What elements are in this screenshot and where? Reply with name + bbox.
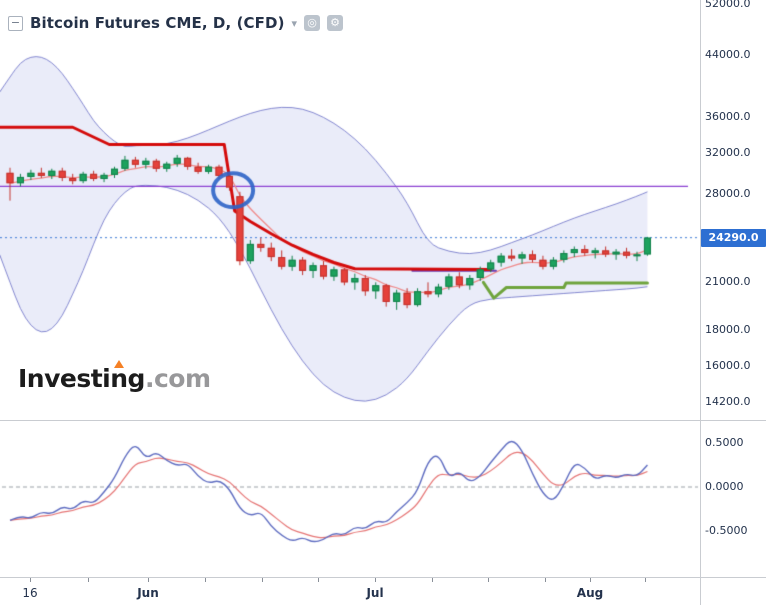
price-axis-label: 52000.0	[705, 0, 751, 10]
time-axis-label: Aug	[576, 586, 604, 600]
oscillator-panel	[0, 420, 700, 577]
chevron-down-icon[interactable]: ▾	[291, 16, 298, 30]
settings-gear-icon[interactable]: ⚙	[327, 15, 344, 31]
time-axis-tick	[375, 578, 376, 582]
time-axis-label: 16	[22, 586, 38, 600]
panel-separator	[0, 420, 766, 421]
chart-title: Bitcoin Futures CME, D, (CFD)	[30, 14, 285, 32]
main-price-panel: − Bitcoin Futures CME, D, (CFD) ▾ ◎ ⚙ In…	[0, 0, 700, 420]
time-axis-separator	[0, 577, 766, 578]
last-price-badge: 24290.0	[701, 228, 766, 247]
logo-com-text: .com	[144, 364, 211, 393]
time-axis-tick	[488, 578, 489, 582]
time-axis-tick	[432, 578, 433, 582]
chart-titlebar: − Bitcoin Futures CME, D, (CFD) ▾ ◎ ⚙	[8, 14, 344, 32]
oscillator-axis-label: 0.5000	[705, 436, 744, 449]
price-axis-label: 32000.0	[705, 145, 751, 159]
price-axis-label: 44000.0	[705, 48, 751, 62]
oscillator-axis-label: 0.0000	[705, 480, 744, 493]
time-axis-tick	[205, 578, 206, 582]
oscillator-axis-label: -0.5000	[705, 524, 748, 537]
collapse-panel-button[interactable]: −	[8, 15, 23, 31]
price-axis-label: 21000.0	[705, 275, 751, 289]
time-axis-tick	[645, 578, 646, 582]
time-axis[interactable]: 16 Jun Jul Aug	[0, 578, 766, 605]
price-axis-label: 16000.0	[705, 358, 751, 372]
time-axis-label: Jul	[366, 586, 384, 600]
price-axis-label: 28000.0	[705, 187, 751, 200]
time-axis-tick	[148, 578, 149, 582]
time-axis-tick	[262, 578, 263, 582]
time-axis-tick	[590, 578, 591, 582]
time-axis-tick	[545, 578, 546, 582]
oscillator-canvas[interactable]	[0, 420, 700, 577]
price-axis-label: 14200.0	[705, 395, 751, 409]
price-axis-label: 18000.0	[705, 322, 751, 336]
time-axis-tick	[318, 578, 319, 582]
price-axis[interactable]: 24290.0 52000.0 44000.0 36000.0 32000.0 2800…	[700, 0, 766, 420]
logo-accent-flag	[114, 360, 124, 368]
price-axis-label: 36000.0	[705, 109, 751, 123]
visibility-icon[interactable]: ◎	[304, 15, 321, 31]
investing-logo: Investing.com	[18, 360, 211, 393]
time-axis-label: Jun	[137, 586, 159, 600]
time-axis-tick	[88, 578, 89, 582]
time-axis-tick	[30, 578, 31, 582]
axis-separator	[700, 0, 701, 605]
price-chart-canvas[interactable]	[0, 0, 700, 420]
oscillator-axis[interactable]: 0.5000 0.0000 -0.5000	[700, 420, 766, 577]
logo-text: Investing	[18, 364, 145, 393]
